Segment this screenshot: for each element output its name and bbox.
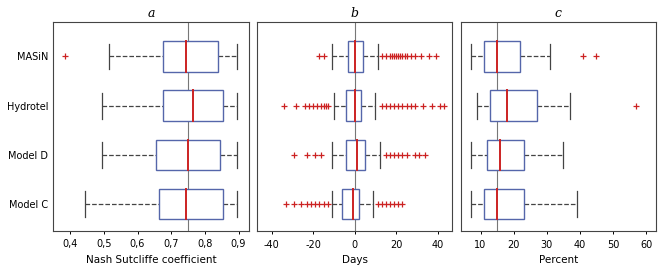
Text: a: a — [147, 7, 154, 20]
Bar — [156, 140, 220, 170]
Text: c: c — [555, 7, 562, 20]
Bar — [487, 140, 524, 170]
X-axis label: Nash Sutcliffe coefficient: Nash Sutcliffe coefficient — [86, 255, 216, 265]
Bar — [346, 90, 361, 121]
X-axis label: Percent: Percent — [539, 255, 578, 265]
Bar — [491, 90, 537, 121]
Bar — [163, 90, 223, 121]
Bar — [346, 140, 365, 170]
Bar — [484, 189, 524, 219]
Bar — [349, 41, 363, 72]
Bar — [484, 41, 520, 72]
Bar — [342, 189, 359, 219]
Bar — [163, 41, 218, 72]
X-axis label: Days: Days — [341, 255, 368, 265]
Text: b: b — [351, 7, 359, 20]
Bar — [159, 189, 223, 219]
